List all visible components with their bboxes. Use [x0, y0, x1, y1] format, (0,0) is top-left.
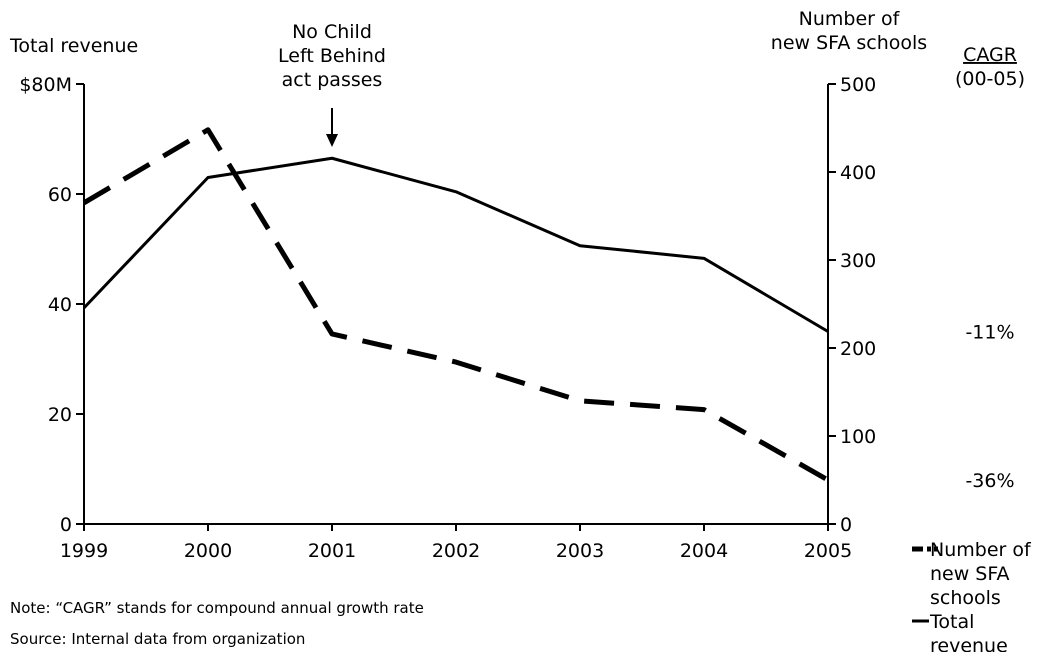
x-tick-label: 2005: [804, 540, 852, 562]
right-axis-title-line: Number of: [799, 8, 901, 30]
legend-label-total-revenue: Total: [929, 611, 974, 633]
cagr-header: CAGR: [963, 44, 1017, 66]
x-tick-label: 2004: [680, 540, 728, 562]
left-tick-label: 0: [60, 514, 72, 536]
right-tick-label: 300: [840, 250, 876, 272]
annotation-arrow-head: [326, 134, 338, 147]
series-line-new-sfa-schools: [82, 127, 830, 483]
x-tick-label: 2003: [556, 540, 604, 562]
x-tick-label: 2000: [184, 540, 232, 562]
right-tick-label: 100: [840, 426, 876, 448]
legend-label-new-sfa-schools: schools: [930, 587, 1001, 609]
footnote-cagr: Note: “CAGR” stands for compound annual …: [10, 599, 424, 617]
cagr-period: (00-05): [955, 68, 1025, 90]
x-tick-label: 2001: [308, 540, 356, 562]
series-line-total-revenue: [82, 156, 829, 333]
x-tick-label: 2002: [432, 540, 480, 562]
legend-label-total-revenue: revenue: [930, 635, 1008, 652]
cagr-value-schools: -36%: [965, 470, 1014, 492]
left-tick-label: $80M: [19, 74, 72, 96]
x-tick-label: 1999: [60, 540, 108, 562]
left-tick-label: 60: [48, 184, 72, 206]
right-tick-label: 500: [840, 74, 876, 96]
right-tick-label: 0: [840, 514, 852, 536]
annotation-text-line: Left Behind: [278, 45, 386, 67]
legend-label-new-sfa-schools: new SFA: [930, 563, 1010, 585]
right-tick-label: 400: [840, 162, 876, 184]
left-tick-label: 20: [48, 404, 72, 426]
left-axis-title: Total revenue: [9, 35, 138, 57]
right-tick-label: 200: [840, 338, 876, 360]
cagr-value-revenue: -11%: [965, 322, 1014, 344]
annotation-text-line: act passes: [282, 69, 383, 91]
footnote-source: Source: Internal data from organization: [10, 630, 306, 648]
right-axis-title-line: new SFA schools: [771, 32, 927, 54]
annotation-text-line: No Child: [292, 21, 372, 43]
left-tick-label: 40: [48, 294, 72, 316]
legend-label-new-sfa-schools: Number of: [930, 539, 1032, 561]
